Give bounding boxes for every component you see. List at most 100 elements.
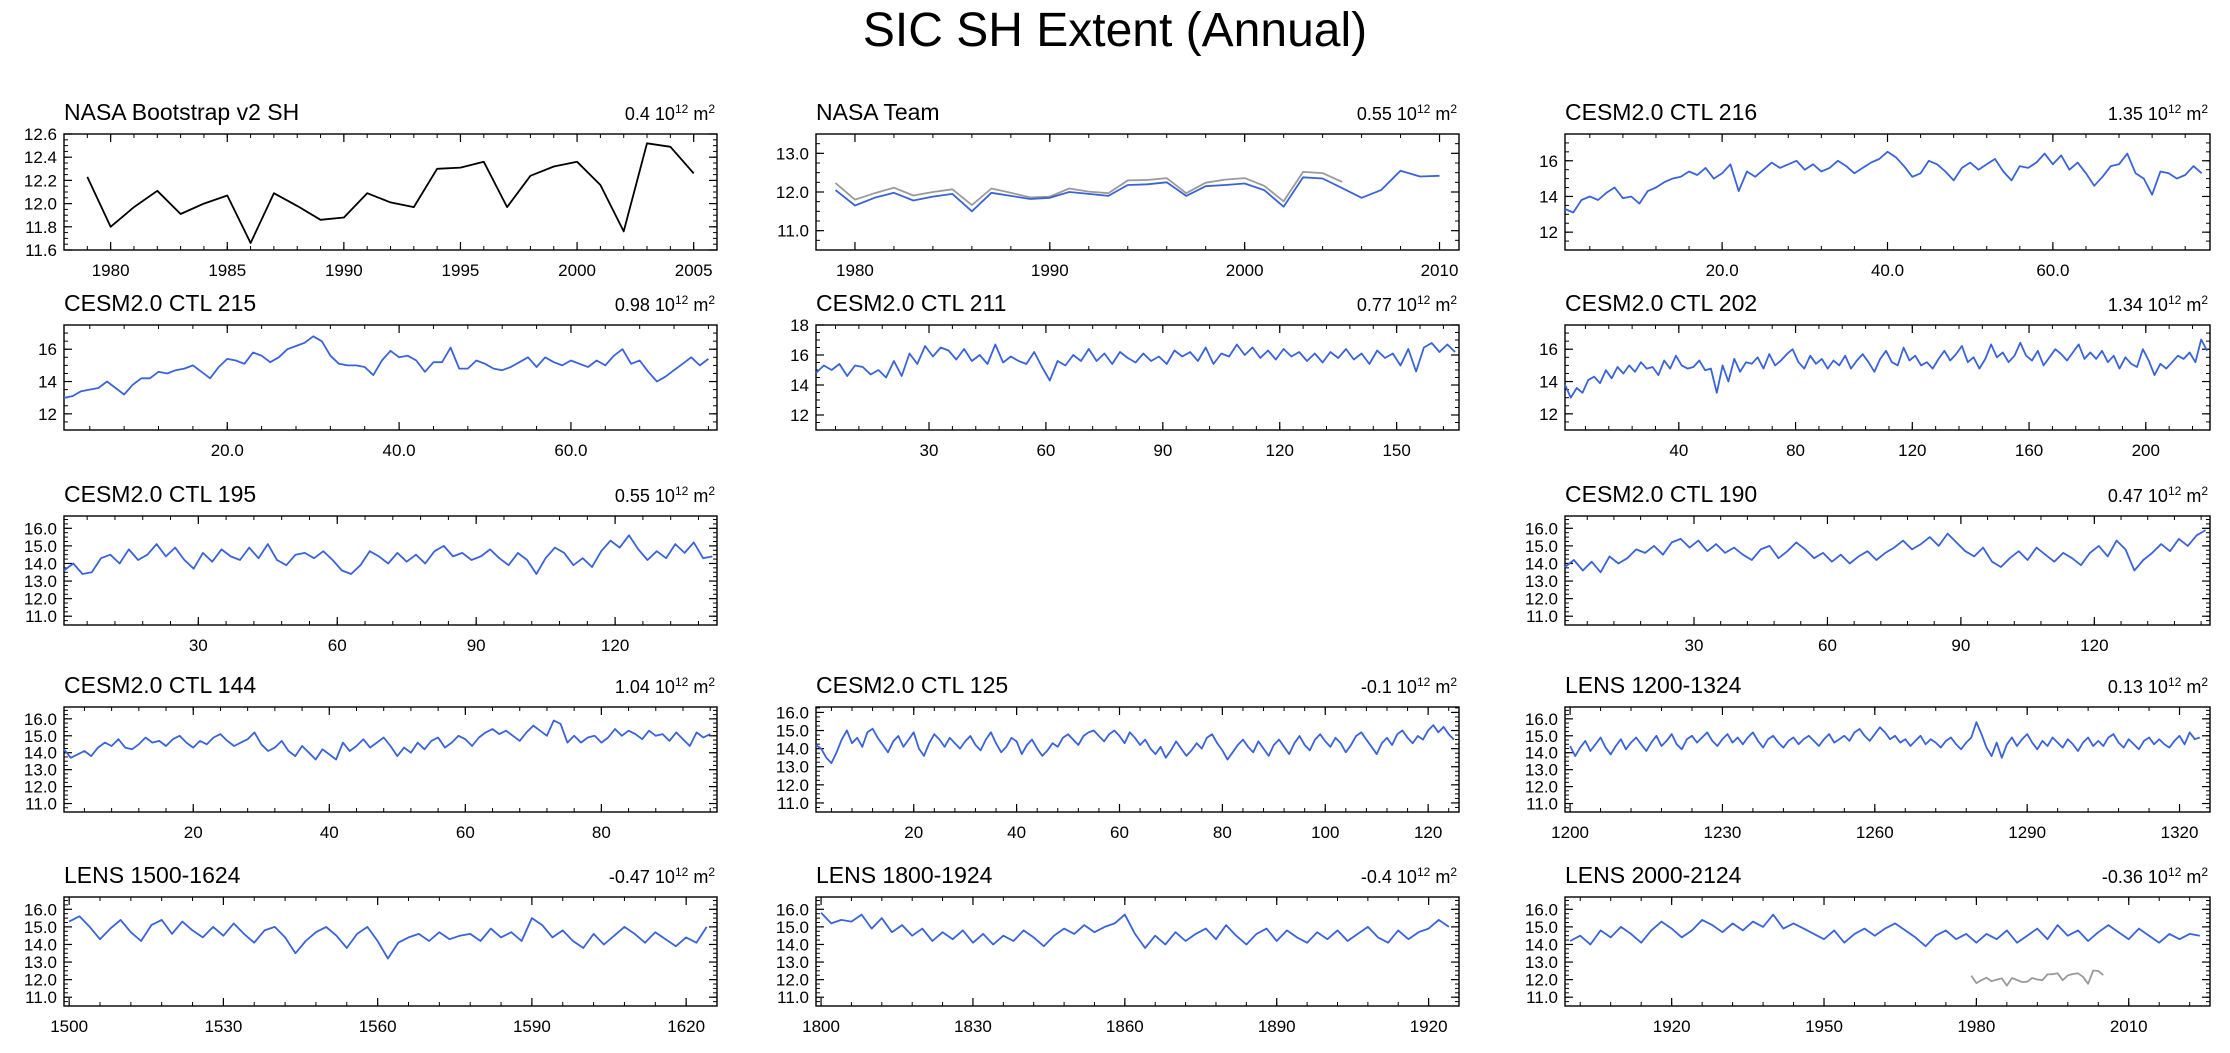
x-tick-label: 60.0	[2036, 261, 2069, 280]
panel-lens-2000: LENS 2000-2124 -0.36 1012 m2 1920 1950 1980 2…	[1525, 862, 2211, 1036]
stat-value: 0.98	[615, 295, 655, 315]
stat-unit-base: 10	[655, 295, 675, 315]
y-tick-label: 16	[38, 340, 57, 359]
x-tick-label: 40	[1669, 441, 1688, 460]
y-tick-label: 12	[1539, 223, 1558, 242]
y-tick-label: 11.0	[777, 222, 809, 241]
x-tick-label: 40.0	[383, 441, 416, 460]
y-tick-label: 11.0	[25, 607, 57, 626]
y-tick-label: 16	[1539, 152, 1558, 171]
y-tick-label: 13.0	[24, 761, 57, 780]
y-tick-label: 13.0	[1525, 572, 1558, 591]
x-tick-label: 60	[456, 823, 475, 842]
plot-frame	[815, 324, 1460, 431]
x-tick-label: 80	[592, 823, 611, 842]
x-tick-label: 1560	[359, 1017, 397, 1036]
panel-title: NASA Team	[816, 99, 940, 125]
stat-unit-exp: 12	[1417, 293, 1431, 307]
panel-stat: 1.34 1012 m2	[2108, 293, 2208, 315]
panel-title: CESM2.0 CTL 215	[64, 290, 256, 316]
panel-stat: 0.13 1012 m2	[2108, 675, 2208, 697]
x-tick-label: 2000	[1226, 261, 1264, 280]
x-tick-label: 160	[2015, 441, 2043, 460]
panel-title: LENS 1200-1324	[1565, 672, 1742, 698]
stat-unit-pow: 2	[1450, 675, 1457, 689]
x-tick-label: 40.0	[1871, 261, 1904, 280]
stat-unit-pow: 2	[708, 293, 715, 307]
x-tick-label: 120	[1266, 441, 1294, 460]
series-line-nasa-team	[834, 169, 1440, 213]
stat-unit-base: 10	[655, 104, 675, 124]
x-tick-label: 2000	[558, 261, 596, 280]
panel-stat: -0.4 1012 m2	[1361, 865, 1457, 887]
y-tick-label: 15.0	[1525, 727, 1558, 746]
panel-stat: -0.47 1012 m2	[609, 865, 715, 887]
stat-value: -0.1	[1361, 677, 1397, 697]
stat-unit-base: 10	[2148, 677, 2168, 697]
series-line-nasa-bootstrap	[834, 170, 1343, 207]
x-tick-label: 1990	[1031, 261, 1069, 280]
y-tick-label: 11.0	[25, 988, 57, 1007]
stat-unit-exp: 12	[1417, 675, 1431, 689]
stat-unit-base: 10	[2148, 104, 2168, 124]
x-tick-label: 1980	[1957, 1017, 1995, 1036]
panel-title: CESM2.0 CTL 211	[816, 290, 1006, 316]
y-tick-label: 14	[1539, 373, 1558, 392]
plot-frame	[1564, 896, 2211, 1007]
y-tick-label: 16.0	[1525, 519, 1558, 538]
y-tick-label: 12.0	[24, 590, 57, 609]
panel-nasa-bootstrap: NASA Bootstrap v2 SH 0.4 1012 m2 1980 1985 1…	[24, 99, 718, 280]
stat-unit-pow: 2	[2201, 484, 2208, 498]
x-tick-label: 30	[920, 441, 939, 460]
plot-frame	[63, 324, 718, 431]
x-tick-label: 1530	[204, 1017, 242, 1036]
y-tick-label: 16	[1539, 340, 1558, 359]
x-tick-label: 80	[1213, 823, 1232, 842]
y-tick-label: 14	[790, 376, 809, 395]
y-tick-label: 13.0	[24, 572, 57, 591]
stat-unit-exp: 12	[675, 293, 689, 307]
stat-unit-base: 10	[655, 486, 675, 506]
stat-unit-base: 10	[2148, 295, 2168, 315]
y-tick-label: 11.0	[777, 794, 809, 813]
x-tick-label: 20.0	[211, 441, 244, 460]
stat-unit-base: 10	[1397, 867, 1417, 887]
x-tick-label: 1860	[1106, 1017, 1144, 1036]
y-tick-label: 15.0	[776, 722, 809, 741]
stat-unit-pow: 2	[2201, 675, 2208, 689]
panel-title: CESM2.0 CTL 202	[1565, 290, 1757, 316]
x-tick-label: 1890	[1258, 1017, 1296, 1036]
x-tick-label: 60	[1110, 823, 1129, 842]
series-line-lens-2000	[1569, 913, 2200, 948]
stat-unit-base: 10	[1397, 295, 1417, 315]
y-tick-label: 15.0	[1525, 537, 1558, 556]
panel-title: CESM2.0 CTL 190	[1565, 481, 1757, 507]
y-tick-label: 12.0	[1525, 590, 1558, 609]
y-tick-label: 18	[790, 316, 809, 335]
plot-frame	[1564, 706, 2211, 813]
y-tick-label: 12.6	[24, 125, 57, 144]
series-line-lens-1500	[68, 915, 708, 960]
x-tick-label: 2010	[2110, 1017, 2148, 1036]
x-tick-label: 90	[1153, 441, 1172, 460]
stat-value: 0.13	[2108, 677, 2148, 697]
stat-unit-exp: 12	[2168, 293, 2182, 307]
stat-value: 1.04	[615, 677, 655, 697]
y-tick-label: 15.0	[24, 918, 57, 937]
y-tick-label: 12.0	[776, 971, 809, 990]
x-tick-label: 150	[1382, 441, 1410, 460]
y-tick-label: 12.0	[776, 183, 809, 202]
stat-value: 0.4	[625, 104, 655, 124]
stat-unit-sym: m	[2181, 867, 2201, 887]
series-line-ctl-211	[815, 342, 1456, 382]
x-tick-label: 1500	[50, 1017, 88, 1036]
stat-unit-base: 10	[2148, 867, 2168, 887]
x-tick-label: 1980	[92, 261, 130, 280]
x-tick-label: 1320	[2161, 823, 2199, 842]
y-tick-label: 11.0	[1526, 795, 1558, 814]
stat-unit-exp: 12	[675, 865, 689, 879]
panel-lens-1500: LENS 1500-1624 -0.47 1012 m2 1500 1530 1560 1…	[24, 862, 718, 1036]
panel-title: NASA Bootstrap v2 SH	[64, 99, 299, 125]
